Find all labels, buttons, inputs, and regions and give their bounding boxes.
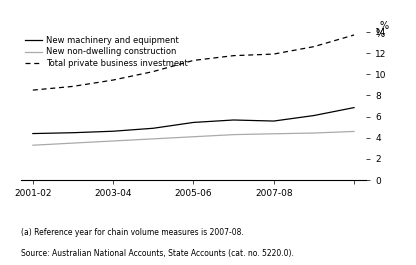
Total private business investment (352, 33, 357, 37)
Y-axis label: %: % (375, 29, 384, 39)
Line: New non-dwelling construction: New non-dwelling construction (33, 131, 354, 145)
Total private business investment (151, 70, 156, 73)
New non-dwelling construction (111, 139, 116, 143)
Line: New machinery and equipment: New machinery and equipment (33, 108, 354, 134)
Legend: New machinery and equipment, New non-dwelling construction, Total private busine: New machinery and equipment, New non-dwe… (25, 36, 188, 68)
New machinery and equipment (70, 131, 75, 134)
New non-dwelling construction (312, 131, 317, 135)
Total private business investment (70, 85, 75, 88)
New non-dwelling construction (352, 130, 357, 133)
Text: (a) Reference year for chain volume measures is 2007-08.: (a) Reference year for chain volume meas… (21, 228, 243, 237)
New non-dwelling construction (231, 133, 236, 136)
Total private business investment (111, 78, 116, 82)
New machinery and equipment (352, 106, 357, 109)
New machinery and equipment (191, 121, 196, 124)
New machinery and equipment (271, 120, 276, 123)
Total private business investment (191, 59, 196, 62)
New non-dwelling construction (191, 135, 196, 138)
New machinery and equipment (111, 130, 116, 133)
Total private business investment (312, 45, 317, 48)
Total private business investment (30, 89, 35, 92)
New machinery and equipment (312, 114, 317, 117)
Total private business investment (231, 54, 236, 57)
New non-dwelling construction (30, 144, 35, 147)
New machinery and equipment (151, 127, 156, 130)
Line: Total private business investment: Total private business investment (33, 35, 354, 90)
Text: %: % (380, 21, 389, 31)
New machinery and equipment (231, 118, 236, 122)
New non-dwelling construction (271, 132, 276, 135)
Total private business investment (271, 52, 276, 56)
New non-dwelling construction (151, 137, 156, 140)
New machinery and equipment (30, 132, 35, 135)
Text: Source: Australian National Accounts, State Accounts (cat. no. 5220.0).: Source: Australian National Accounts, St… (21, 249, 294, 258)
New non-dwelling construction (70, 142, 75, 145)
